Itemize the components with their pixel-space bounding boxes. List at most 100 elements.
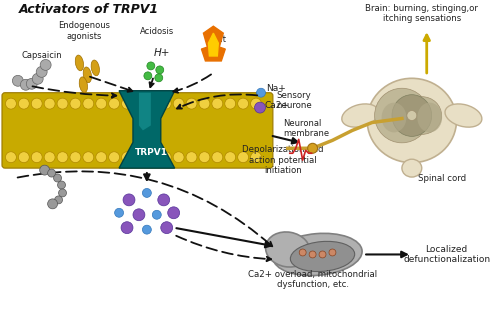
Circle shape bbox=[121, 222, 133, 234]
Circle shape bbox=[54, 196, 62, 204]
Circle shape bbox=[254, 102, 266, 113]
Ellipse shape bbox=[418, 103, 442, 132]
Circle shape bbox=[96, 152, 106, 163]
Circle shape bbox=[329, 249, 336, 256]
Circle shape bbox=[83, 152, 94, 163]
Text: Neuronal
membrane: Neuronal membrane bbox=[283, 119, 329, 138]
Circle shape bbox=[256, 88, 266, 97]
Polygon shape bbox=[208, 33, 218, 56]
Circle shape bbox=[142, 225, 152, 234]
Ellipse shape bbox=[382, 103, 406, 132]
Ellipse shape bbox=[75, 55, 84, 71]
Circle shape bbox=[319, 251, 326, 258]
Circle shape bbox=[18, 98, 30, 109]
Circle shape bbox=[250, 98, 262, 109]
Circle shape bbox=[83, 98, 94, 109]
Circle shape bbox=[147, 62, 155, 70]
Circle shape bbox=[212, 98, 223, 109]
Circle shape bbox=[225, 152, 235, 163]
Text: Brain: burning, stinging,or
itching sensations: Brain: burning, stinging,or itching sens… bbox=[366, 4, 478, 23]
Circle shape bbox=[70, 98, 81, 109]
Circle shape bbox=[199, 152, 210, 163]
Ellipse shape bbox=[79, 77, 88, 93]
Circle shape bbox=[212, 152, 223, 163]
Circle shape bbox=[160, 98, 171, 109]
Circle shape bbox=[122, 98, 132, 109]
Ellipse shape bbox=[374, 88, 429, 143]
Circle shape bbox=[18, 152, 30, 163]
Circle shape bbox=[186, 152, 197, 163]
Text: Sensory
neurone: Sensory neurone bbox=[276, 91, 312, 110]
Circle shape bbox=[250, 152, 262, 163]
Circle shape bbox=[58, 181, 66, 189]
Polygon shape bbox=[139, 93, 151, 130]
Circle shape bbox=[40, 165, 50, 175]
Circle shape bbox=[152, 210, 162, 219]
Text: Na+: Na+ bbox=[266, 84, 285, 93]
Circle shape bbox=[238, 98, 248, 109]
Circle shape bbox=[57, 98, 68, 109]
Circle shape bbox=[32, 152, 42, 163]
Circle shape bbox=[70, 152, 81, 163]
Circle shape bbox=[26, 78, 37, 89]
Circle shape bbox=[407, 111, 417, 121]
Circle shape bbox=[96, 98, 106, 109]
Circle shape bbox=[148, 152, 158, 163]
Text: Capsaicin: Capsaicin bbox=[22, 52, 62, 61]
Circle shape bbox=[238, 152, 248, 163]
Text: H+: H+ bbox=[154, 48, 170, 58]
Circle shape bbox=[32, 98, 42, 109]
Circle shape bbox=[122, 152, 132, 163]
Circle shape bbox=[148, 98, 158, 109]
Circle shape bbox=[309, 251, 316, 258]
Text: TRPV1: TRPV1 bbox=[136, 148, 168, 157]
Circle shape bbox=[114, 208, 124, 217]
Circle shape bbox=[6, 152, 16, 163]
Circle shape bbox=[158, 194, 170, 206]
Circle shape bbox=[142, 188, 152, 197]
Circle shape bbox=[32, 73, 43, 84]
Circle shape bbox=[108, 152, 120, 163]
Circle shape bbox=[134, 98, 145, 109]
Ellipse shape bbox=[290, 241, 354, 272]
Circle shape bbox=[299, 249, 306, 256]
Polygon shape bbox=[202, 26, 226, 61]
Circle shape bbox=[6, 98, 16, 109]
Text: Heat: Heat bbox=[206, 35, 227, 44]
Ellipse shape bbox=[273, 233, 362, 276]
Text: Ca2+ overload, mitochondrial
dysfunction, etc.: Ca2+ overload, mitochondrial dysfunction… bbox=[248, 269, 377, 289]
Circle shape bbox=[156, 66, 164, 74]
Text: Spinal cord: Spinal cord bbox=[418, 174, 466, 183]
Circle shape bbox=[173, 152, 184, 163]
Circle shape bbox=[57, 152, 68, 163]
Circle shape bbox=[44, 98, 55, 109]
Circle shape bbox=[48, 199, 58, 209]
Text: Ca2+: Ca2+ bbox=[265, 101, 290, 110]
Text: Activators of TRPV1: Activators of TRPV1 bbox=[20, 3, 160, 16]
Circle shape bbox=[48, 169, 56, 177]
Text: Localized
defunctionalization: Localized defunctionalization bbox=[403, 245, 490, 264]
Circle shape bbox=[123, 194, 135, 206]
Ellipse shape bbox=[367, 78, 456, 163]
Circle shape bbox=[40, 59, 51, 70]
Circle shape bbox=[161, 222, 172, 234]
Circle shape bbox=[36, 66, 47, 77]
Circle shape bbox=[134, 152, 145, 163]
Circle shape bbox=[108, 98, 120, 109]
FancyBboxPatch shape bbox=[2, 93, 273, 168]
Circle shape bbox=[160, 152, 171, 163]
Circle shape bbox=[133, 209, 145, 221]
Circle shape bbox=[12, 75, 24, 86]
Circle shape bbox=[155, 74, 162, 82]
Circle shape bbox=[44, 152, 55, 163]
Text: Depolarization and
action potential
initiation: Depolarization and action potential init… bbox=[242, 145, 324, 175]
Circle shape bbox=[173, 98, 184, 109]
Circle shape bbox=[186, 98, 197, 109]
Ellipse shape bbox=[402, 159, 422, 177]
Circle shape bbox=[58, 189, 66, 197]
Circle shape bbox=[144, 72, 152, 80]
Text: Acidosis: Acidosis bbox=[140, 27, 174, 36]
Ellipse shape bbox=[91, 60, 100, 76]
Circle shape bbox=[199, 98, 210, 109]
Circle shape bbox=[308, 143, 318, 153]
